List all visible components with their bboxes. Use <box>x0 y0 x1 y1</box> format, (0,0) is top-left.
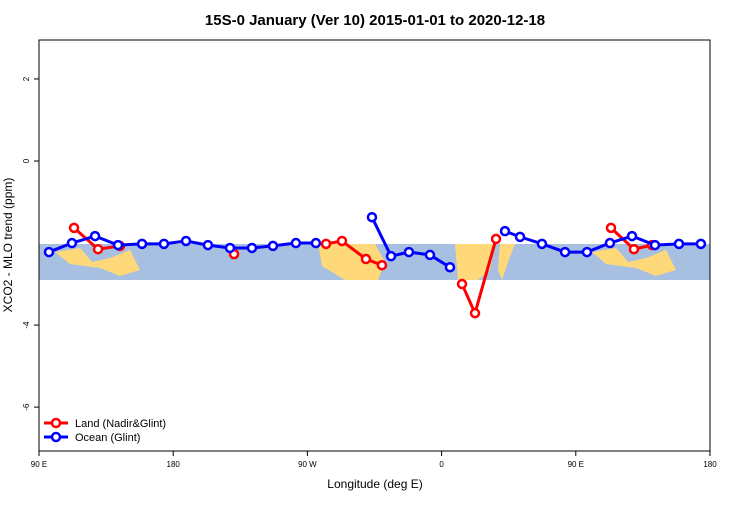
point <box>424 249 436 261</box>
point <box>43 246 55 258</box>
point <box>158 238 170 250</box>
x-tick-label: 90 E <box>31 460 47 469</box>
point <box>490 233 502 245</box>
point <box>290 237 302 249</box>
point <box>444 261 456 273</box>
point <box>673 238 685 250</box>
point <box>320 238 332 250</box>
point <box>267 240 279 252</box>
point <box>499 225 511 237</box>
point <box>536 238 548 250</box>
point <box>246 242 258 254</box>
point <box>112 239 124 251</box>
point <box>360 253 372 265</box>
x-tick-label: 180 <box>703 460 717 469</box>
point <box>456 278 468 290</box>
y-tick-label: -4 <box>22 321 31 329</box>
point <box>605 222 617 234</box>
point <box>581 246 593 258</box>
point <box>336 235 348 247</box>
point <box>385 250 397 262</box>
point <box>68 222 80 234</box>
x-axis-title: Longitude (deg E) <box>327 477 422 491</box>
point <box>626 230 638 242</box>
point <box>180 235 192 247</box>
legend-label: Ocean (Glint) <box>75 432 140 444</box>
point <box>559 246 571 258</box>
x-tick-label: 90 E <box>568 460 584 469</box>
x-tick-label: 90 W <box>298 460 317 469</box>
point <box>66 237 78 249</box>
y-tick-label: -6 <box>22 403 31 411</box>
map-band <box>39 244 710 280</box>
point <box>92 243 104 255</box>
x-tick-label: 180 <box>167 460 181 469</box>
point <box>649 239 661 251</box>
point <box>469 307 481 319</box>
point <box>376 259 388 271</box>
point <box>604 237 616 249</box>
point <box>514 231 526 243</box>
y-tick-label: 0 <box>22 158 31 163</box>
y-tick-label: 2 <box>22 76 31 81</box>
chart-title: 15S-0 January (Ver 10) 2015-01-01 to 202… <box>205 12 545 29</box>
legend-label: Land (Nadir&Glint) <box>75 418 166 430</box>
legend-marker <box>50 417 62 429</box>
point <box>695 238 707 250</box>
point <box>202 239 214 251</box>
point <box>628 243 640 255</box>
legend-marker <box>50 431 62 443</box>
point <box>89 230 101 242</box>
x-tick-label: 0 <box>439 460 444 469</box>
point <box>136 238 148 250</box>
point <box>366 211 378 223</box>
plot-frame <box>38 39 711 452</box>
point <box>403 246 415 258</box>
y-axis-title: XCO2 - MLO trend (ppm) <box>1 178 15 313</box>
point <box>224 242 236 254</box>
point <box>310 237 322 249</box>
